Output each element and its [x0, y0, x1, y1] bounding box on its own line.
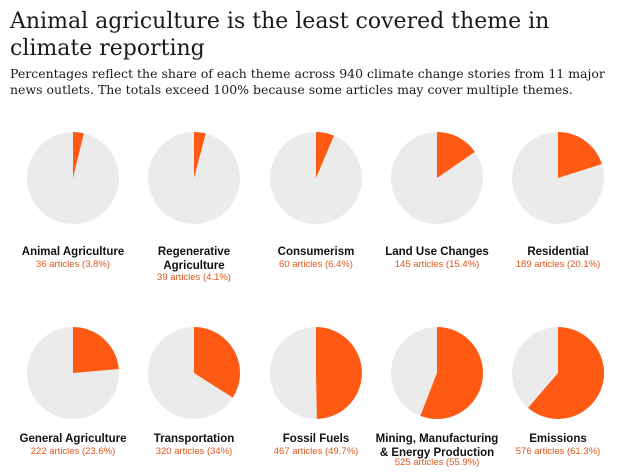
- pie-label: Mining, Manufacturing & Energy Productio…: [375, 433, 499, 459]
- pie-slice: [316, 132, 334, 178]
- pie-sublabel: 60 articles (6.4%): [279, 259, 353, 270]
- pie-slice: [437, 132, 475, 178]
- pie-label: Residential: [527, 246, 589, 258]
- pie-mining-manufacturing-energy-production: [391, 327, 483, 419]
- pie-slice: [194, 327, 241, 398]
- pie-sublabel: 320 articles (34%): [155, 446, 233, 457]
- pie-sublabel: 189 articles (20.1%): [515, 259, 601, 270]
- pie-slice: [420, 327, 483, 419]
- pie-label: Regenerative Agriculture: [157, 246, 231, 272]
- pie-general-agriculture: [27, 327, 119, 419]
- pie-consumerism: [270, 132, 362, 224]
- pie-sublabel: 467 articles (49.7%): [273, 446, 359, 457]
- pie-land-use-changes: [391, 132, 483, 224]
- pie-slice: [528, 327, 605, 419]
- pie-label: Land Use Changes: [385, 246, 489, 258]
- pie-label: Consumerism: [277, 246, 355, 258]
- pie-regenerative-agriculture: [148, 132, 240, 224]
- pie-emissions: [512, 327, 605, 419]
- pie-slice: [558, 132, 602, 178]
- pie-sublabel: 525 articles (55.9%): [394, 457, 480, 468]
- pie-slice: [73, 327, 119, 373]
- pie-sublabel: 576 articles (61.3%): [515, 446, 601, 457]
- pie-label: General Agriculture: [19, 433, 127, 445]
- pie-sublabel: 36 articles (3.8%): [36, 259, 110, 270]
- pie-label: Animal Agriculture: [21, 246, 125, 258]
- pie-animal-agriculture: [27, 132, 119, 224]
- pie-slice: [194, 132, 206, 178]
- pie-fossil-fuels: [270, 327, 362, 419]
- pie-label: Transportation: [153, 433, 235, 445]
- pie-label: Emissions: [529, 433, 587, 445]
- pie-transportation: [148, 327, 241, 419]
- pie-label: Fossil Fuels: [282, 433, 350, 445]
- chart-title: Animal agriculture is the least covered …: [10, 9, 550, 61]
- pie-sublabel: 222 articles (23.6%): [30, 446, 116, 457]
- pie-slice: [73, 132, 84, 178]
- pie-sublabel: 39 articles (4.1%): [157, 272, 231, 283]
- pie-residential: [512, 132, 604, 224]
- pie-sublabel: 145 articles (15.4%): [394, 259, 480, 270]
- chart-subtitle: Percentages reflect the share of each th…: [10, 66, 605, 97]
- pie-slice: [316, 327, 362, 419]
